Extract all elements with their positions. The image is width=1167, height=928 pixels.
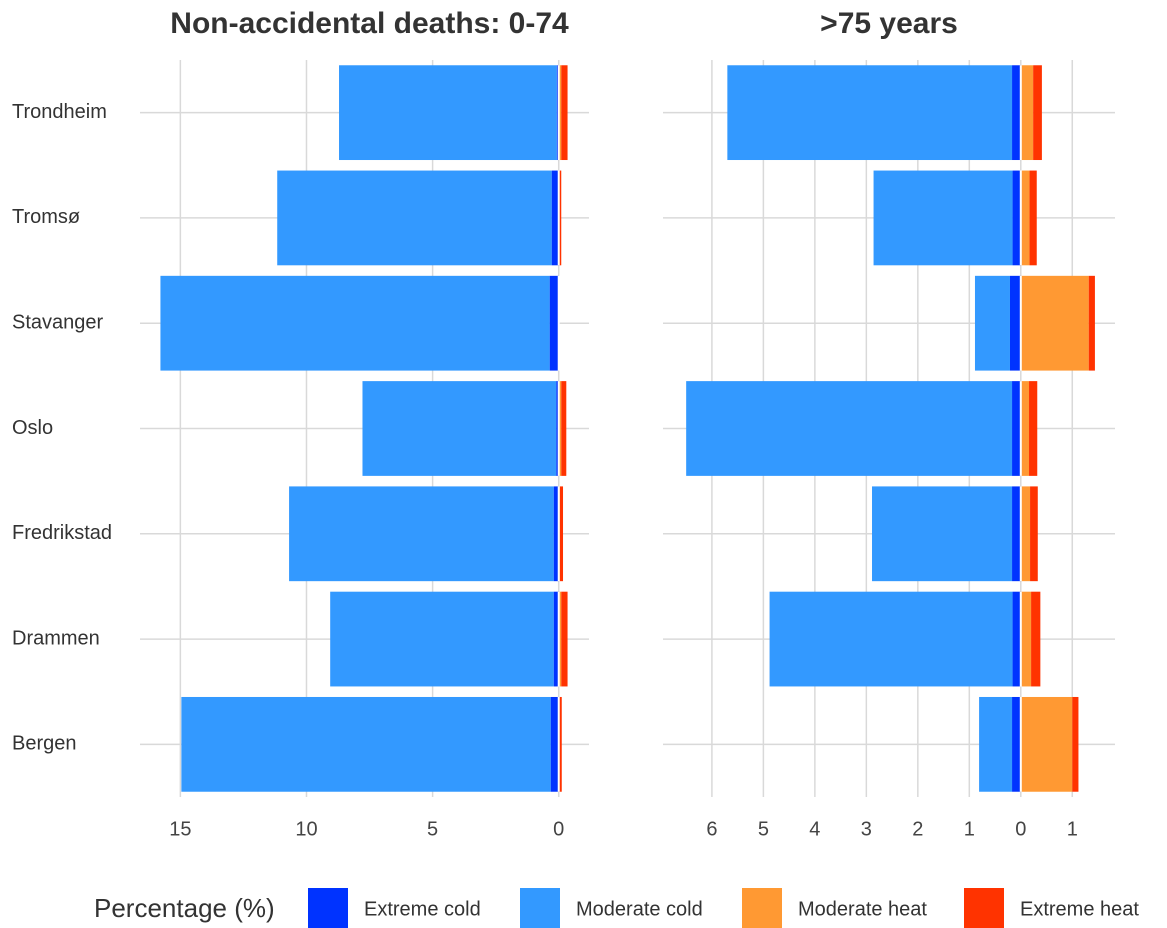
- bar: [558, 381, 562, 476]
- bar: [1033, 65, 1042, 161]
- bar: [1020, 170, 1030, 266]
- bar: [1029, 170, 1037, 266]
- y-tick-label: Tromsø: [12, 206, 80, 228]
- legend-key: [308, 888, 348, 928]
- x-tick-label: 6: [706, 818, 717, 840]
- bar: [1012, 170, 1021, 266]
- bar: [559, 696, 562, 792]
- bar: [873, 170, 1013, 266]
- x-tick-label: 3: [861, 818, 872, 840]
- x-tick-label: 4: [809, 818, 820, 840]
- bar: [1020, 591, 1032, 687]
- bar: [1012, 381, 1021, 476]
- bar: [1031, 591, 1041, 687]
- bar: [1012, 486, 1021, 582]
- bar: [769, 591, 1013, 687]
- bar: [551, 170, 559, 266]
- bar: [553, 591, 559, 687]
- y-tick-label: Trondheim: [12, 101, 107, 123]
- y-tick-label: Oslo: [12, 417, 53, 439]
- bar: [558, 591, 562, 687]
- bar: [277, 170, 552, 266]
- x-tick-label: 15: [169, 818, 191, 840]
- bar: [1020, 275, 1089, 371]
- bar: [556, 65, 559, 161]
- bar: [686, 381, 1013, 476]
- bar: [181, 696, 551, 792]
- legend-key: [964, 888, 1004, 928]
- panel-title: >75 years: [820, 7, 958, 40]
- y-tick-label: Stavanger: [12, 311, 104, 333]
- bar: [974, 275, 1010, 371]
- bar: [979, 696, 1013, 792]
- legend-key: [520, 888, 560, 928]
- x-tick-label: 0: [553, 818, 564, 840]
- bar: [289, 486, 554, 582]
- bar: [872, 486, 1013, 582]
- x-tick-label: 1: [964, 818, 975, 840]
- legend-label: Moderate cold: [576, 898, 703, 920]
- legend-label: Extreme heat: [1020, 898, 1139, 920]
- bar: [339, 65, 557, 161]
- bar: [1020, 696, 1073, 792]
- bar: [559, 170, 562, 266]
- legend-label: Extreme cold: [364, 898, 481, 920]
- bar: [561, 381, 567, 476]
- x-tick-label: 5: [758, 818, 769, 840]
- bar: [558, 65, 562, 161]
- legend-key: [742, 888, 782, 928]
- bar: [550, 696, 559, 792]
- bar: [553, 486, 559, 582]
- x-tick-label: 10: [295, 818, 317, 840]
- bar: [362, 381, 557, 476]
- bar: [1020, 65, 1034, 161]
- bar: [1020, 486, 1031, 582]
- bar: [1088, 275, 1095, 371]
- bar: [1072, 696, 1079, 792]
- y-tick-label: Fredrikstad: [12, 522, 112, 544]
- x-tick-label: 2: [912, 818, 923, 840]
- bar: [1029, 381, 1038, 476]
- bar: [561, 65, 568, 161]
- bar: [1009, 275, 1021, 371]
- bar: [330, 591, 554, 687]
- bar: [1012, 696, 1021, 792]
- bar: [1012, 65, 1021, 161]
- x-tick-label: 5: [427, 818, 438, 840]
- bar: [1020, 381, 1030, 476]
- bar: [556, 381, 559, 476]
- legend-title: Percentage (%): [94, 893, 275, 923]
- y-tick-label: Bergen: [12, 733, 77, 755]
- legend-label: Moderate heat: [798, 898, 927, 920]
- panel-title: Non-accidental deaths: 0-74: [170, 7, 569, 40]
- bar: [561, 591, 568, 687]
- y-tick-label: Drammen: [12, 627, 100, 649]
- x-tick-label: 1: [1067, 818, 1078, 840]
- bar: [559, 486, 564, 582]
- bar: [160, 275, 550, 371]
- bar: [1012, 591, 1021, 687]
- bar: [1030, 486, 1038, 582]
- bar: [727, 65, 1013, 161]
- x-tick-label: 0: [1015, 818, 1026, 840]
- bar: [549, 275, 559, 371]
